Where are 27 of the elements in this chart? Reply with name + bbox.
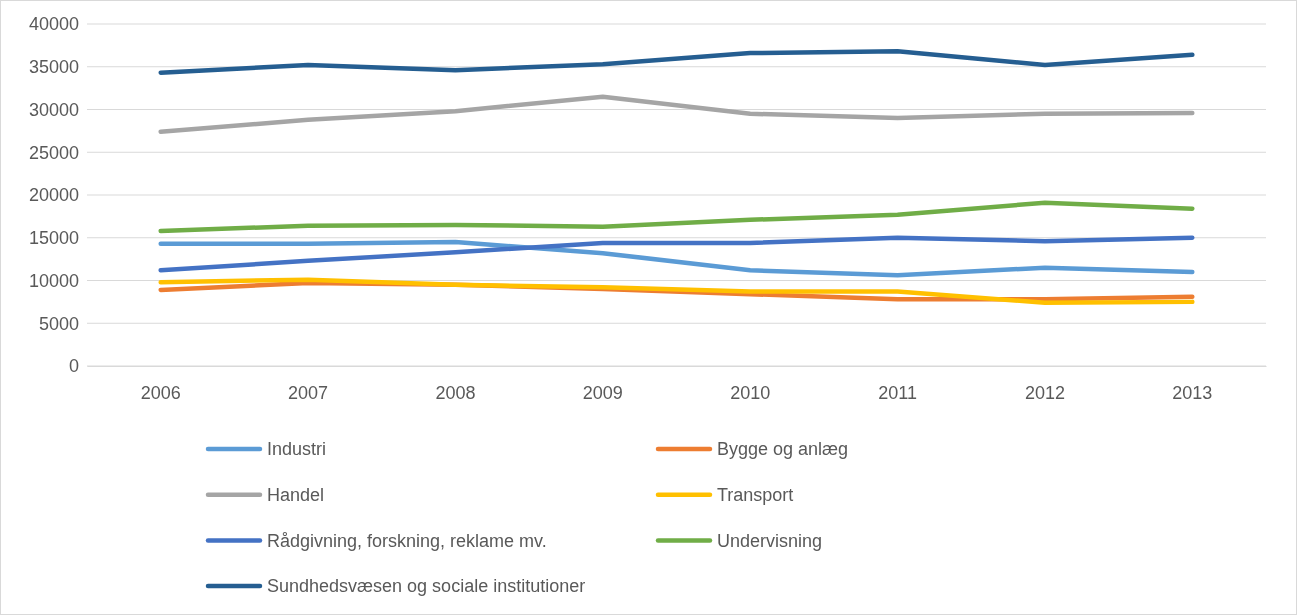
y-tick-label: 15000 (28, 228, 79, 249)
y-tick-label: 0 (68, 356, 79, 377)
line-series (158, 200, 1195, 234)
legend-label: Bygge og anlæg (717, 439, 849, 460)
legend-label: Undervisning (717, 530, 823, 551)
y-tick-label: 25000 (28, 142, 79, 163)
x-tick-label: 2011 (878, 382, 917, 403)
y-tick-label: 5000 (38, 313, 79, 334)
x-tick-label: 2013 (1172, 382, 1213, 403)
y-tick-label: 30000 (28, 99, 79, 120)
x-tick-label: 2010 (730, 382, 771, 403)
line-series (158, 94, 1195, 134)
legend-label: Industri (267, 439, 327, 460)
legend-label: Handel (267, 485, 325, 505)
line-series (158, 49, 1195, 75)
y-tick-label: 10000 (28, 270, 79, 291)
y-tick-label: 40000 (28, 14, 79, 35)
y-tick-label: 35000 (28, 57, 79, 78)
x-tick-label: 2008 (435, 382, 476, 403)
legend-label: Transport (717, 485, 794, 505)
legend-label: Rådgivning, forskning, reklame mv. (267, 530, 547, 551)
legend-label: Sundhedsvæsen og sociale institutioner (267, 576, 586, 597)
x-tick-label: 2007 (288, 382, 329, 403)
x-tick-label: 2009 (582, 382, 623, 403)
y-tick-label: 20000 (28, 185, 79, 206)
x-tick-label: 2006 (140, 382, 181, 403)
x-tick-label: 2012 (1024, 382, 1065, 403)
